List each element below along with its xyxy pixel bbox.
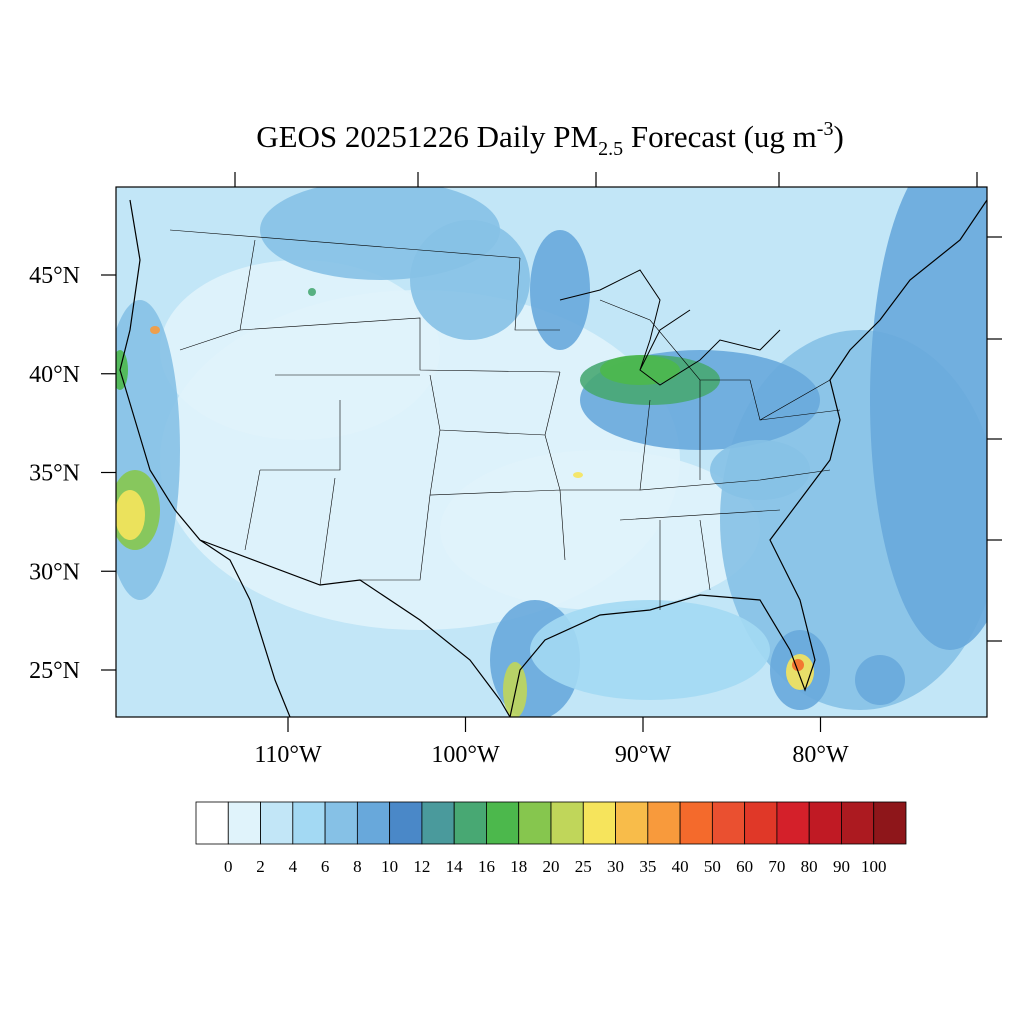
colorbar-label: 60 bbox=[736, 857, 753, 876]
colorbar-box bbox=[518, 801, 552, 845]
concentration-area bbox=[530, 600, 770, 700]
colorbar-label: 80 bbox=[801, 857, 818, 876]
colorbar-box bbox=[292, 801, 326, 845]
colorbar-label: 16 bbox=[478, 857, 495, 876]
lat-label: 45°N bbox=[29, 263, 80, 289]
colorbar-box bbox=[260, 801, 294, 845]
colorbar-box bbox=[324, 801, 358, 845]
concentration-area bbox=[410, 220, 530, 340]
colorbar-box bbox=[227, 801, 261, 845]
lon-label: 100°W bbox=[431, 742, 500, 768]
lat-label: 40°N bbox=[29, 362, 80, 388]
lon-label: 90°W bbox=[615, 742, 672, 768]
concentration-area bbox=[116, 350, 128, 390]
colorbar-label: 40 bbox=[672, 857, 689, 876]
colorbar-box bbox=[195, 801, 229, 845]
colorbar-box bbox=[744, 801, 778, 845]
colorbar-label: 4 bbox=[289, 857, 298, 876]
boundaries bbox=[119, 199, 987, 717]
colorbar-box bbox=[582, 801, 616, 845]
colorbar-label: 50 bbox=[704, 857, 721, 876]
colorbar-box bbox=[421, 801, 455, 845]
colorbar-label: 6 bbox=[321, 857, 330, 876]
concentration-area bbox=[116, 300, 180, 600]
colorbar-label: 0 bbox=[224, 857, 233, 876]
colorbar-box bbox=[776, 801, 810, 845]
colorbar-label: 25 bbox=[575, 857, 592, 876]
colorbar-label: 18 bbox=[510, 857, 527, 876]
concentration-area bbox=[440, 450, 760, 610]
colorbar-label: 35 bbox=[639, 857, 656, 876]
concentration-area bbox=[870, 187, 987, 650]
colorbar-label: 70 bbox=[768, 857, 785, 876]
colorbar-box bbox=[647, 801, 681, 845]
title-sub: 2.5 bbox=[598, 138, 623, 160]
colorbar-box bbox=[615, 801, 649, 845]
colorbar-label: 10 bbox=[381, 857, 398, 876]
lon-label: 80°W bbox=[792, 742, 849, 768]
concentration-area bbox=[503, 662, 527, 717]
plot-frame bbox=[115, 186, 988, 718]
colorbar: 0 2 4 6 8 10 12 14 16 18 20 25 30 35 40 50 60 70 80 90 100 bbox=[195, 801, 907, 876]
colorbar-label: 100 bbox=[861, 857, 887, 876]
map-field bbox=[116, 187, 987, 717]
concentration-area bbox=[530, 230, 590, 350]
concentration-area bbox=[308, 288, 316, 296]
title-end: ) bbox=[833, 119, 843, 154]
colorbar-box bbox=[486, 801, 520, 845]
colorbar-box bbox=[841, 801, 875, 845]
colorbar-label: 12 bbox=[413, 857, 430, 876]
colorbar-label: 2 bbox=[256, 857, 265, 876]
colorbar-box bbox=[808, 801, 842, 845]
colorbar-box bbox=[453, 801, 487, 845]
colorbar-box bbox=[711, 801, 746, 845]
frame-ticks bbox=[234, 172, 1002, 642]
concentration-area bbox=[710, 440, 810, 500]
concentration-area bbox=[160, 260, 440, 440]
colorbar-label: 14 bbox=[446, 857, 464, 876]
lat-label: 25°N bbox=[29, 658, 80, 684]
title-rest: Forecast (ug m bbox=[623, 119, 817, 154]
colorbar-box bbox=[356, 801, 391, 845]
lat-label: 35°N bbox=[29, 461, 80, 487]
title: GEOS 20251226 Daily PM2.5 Forecast (ug m… bbox=[256, 118, 844, 160]
colorbar-label: 8 bbox=[353, 857, 362, 876]
colorbar-box bbox=[389, 801, 423, 845]
colorbar-box bbox=[679, 801, 713, 845]
title-main: GEOS 20251226 Daily PM bbox=[256, 119, 598, 154]
colorbar-box bbox=[873, 801, 907, 845]
colorbar-label: 90 bbox=[833, 857, 850, 876]
colorbar-box bbox=[550, 801, 584, 845]
concentration-area bbox=[116, 490, 145, 540]
concentration-area bbox=[573, 472, 583, 478]
colorbar-label: 20 bbox=[543, 857, 560, 876]
axes: 45°N 40°N 35°N 30°N 25°N 110°W 100°W 90°W 80°W bbox=[29, 263, 849, 768]
lat-label: 30°N bbox=[29, 559, 80, 585]
concentration-area bbox=[855, 655, 905, 705]
concentration-area bbox=[150, 326, 160, 334]
title-sup: -3 bbox=[817, 118, 834, 140]
colorbar-label: 30 bbox=[607, 857, 624, 876]
lon-label: 110°W bbox=[254, 742, 322, 768]
